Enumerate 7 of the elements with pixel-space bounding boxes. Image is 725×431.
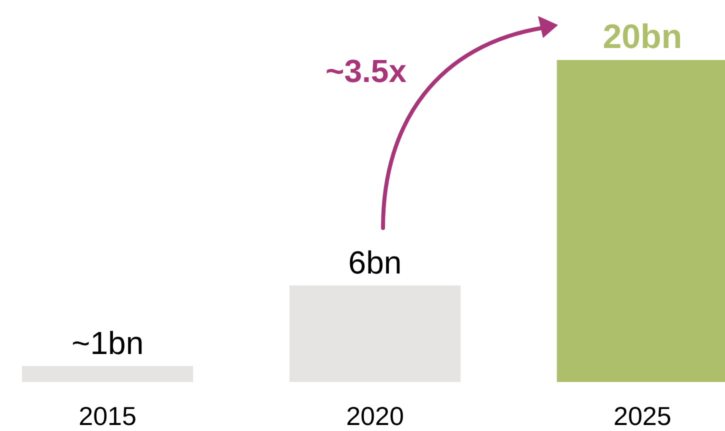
x-tick-label: 2025 <box>614 401 672 431</box>
x-tick-label: 2015 <box>78 401 136 431</box>
annotation: ~3.5x <box>326 53 407 89</box>
data-label: 20bn <box>602 18 682 56</box>
data-label: 6bn <box>348 244 402 280</box>
x-tick-label: 2020 <box>346 401 404 431</box>
data-label: ~1bn <box>72 324 144 361</box>
